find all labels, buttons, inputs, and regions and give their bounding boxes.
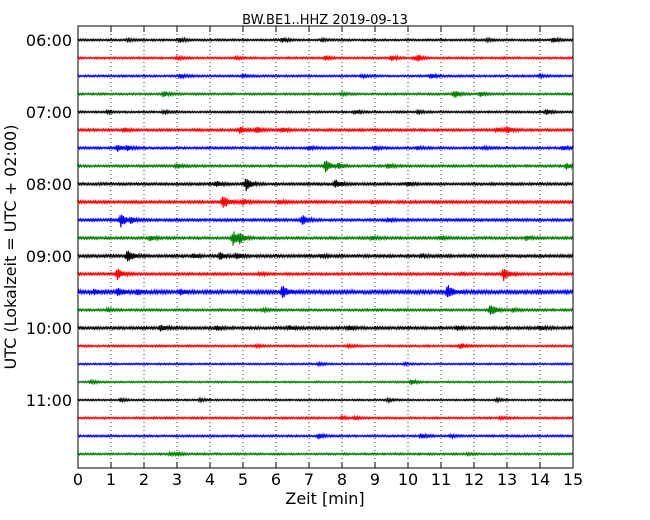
x-tick-label: 7 [304,470,314,489]
x-tick-label: 3 [172,470,182,489]
x-tick-label: 15 [563,470,583,489]
y-axis-ticks: 06:00 07:00 08:00 09:00 10:00 11:00 [26,31,573,410]
trace-row-0745 [77,160,574,173]
x-tick-label: 5 [238,470,248,489]
x-tick-label: 6 [271,470,281,489]
trace-row-0945 [77,305,574,315]
trace-row-0800 [77,178,574,192]
y-axis-label: UTC (Lokalzeit = UTC + 02:00) [1,125,20,370]
y-tick-label: 09:00 [26,247,72,266]
y-tick-label: 11:00 [26,391,72,410]
trace-row-0645 [77,90,574,98]
plot-frame [77,25,574,469]
x-tick-label: 13 [497,470,517,489]
trace-row-1115 [77,413,574,422]
trace-row-0700 [77,108,574,116]
trace-row-1030 [77,360,574,368]
trace-row-1015 [77,342,574,350]
x-tick-label: 8 [337,470,347,489]
trace-row-0915 [77,268,574,282]
trace-row-0845 [77,231,574,246]
y-tick-label: 08:00 [26,175,72,194]
x-tick-label: 0 [73,470,83,489]
trace-row-1100 [77,396,574,404]
x-tick-label: 12 [464,470,484,489]
x-tick-label: 10 [398,470,418,489]
x-tick-label: 14 [530,470,550,489]
trace-row-0830 [77,214,574,228]
trace-row-0615 [77,54,574,62]
y-tick-label: 10:00 [26,319,72,338]
trace-row-1045 [77,378,574,386]
x-tick-label: 2 [139,470,149,489]
trace-row-0815 [77,196,574,208]
x-tick-label: 9 [370,470,380,489]
x-axis-label: Zeit [min] [285,489,364,508]
y-tick-label: 07:00 [26,103,72,122]
x-tick-label: 11 [431,470,451,489]
trace-row-0715 [77,126,574,134]
x-tick-label: 1 [106,470,116,489]
x-axis-ticks: 0 1 2 3 4 5 6 7 8 9 10 11 12 13 14 15 [73,26,583,489]
trace-row-0600 [77,36,574,44]
trace-row-0930 [77,285,574,299]
trace-rows [77,36,574,458]
trace-row-0730 [77,144,574,152]
trace-row-0900 [77,250,574,262]
x-tick-label: 4 [205,470,215,489]
trace-row-1130 [77,432,574,440]
y-tick-label: 06:00 [26,31,72,50]
grid-lines [110,26,541,468]
trace-row-0630 [77,72,574,80]
trace-row-1145 [77,450,574,458]
chart-title: BW.BE1..HHZ 2019-09-13 [242,13,408,28]
trace-row-1000 [77,324,574,332]
